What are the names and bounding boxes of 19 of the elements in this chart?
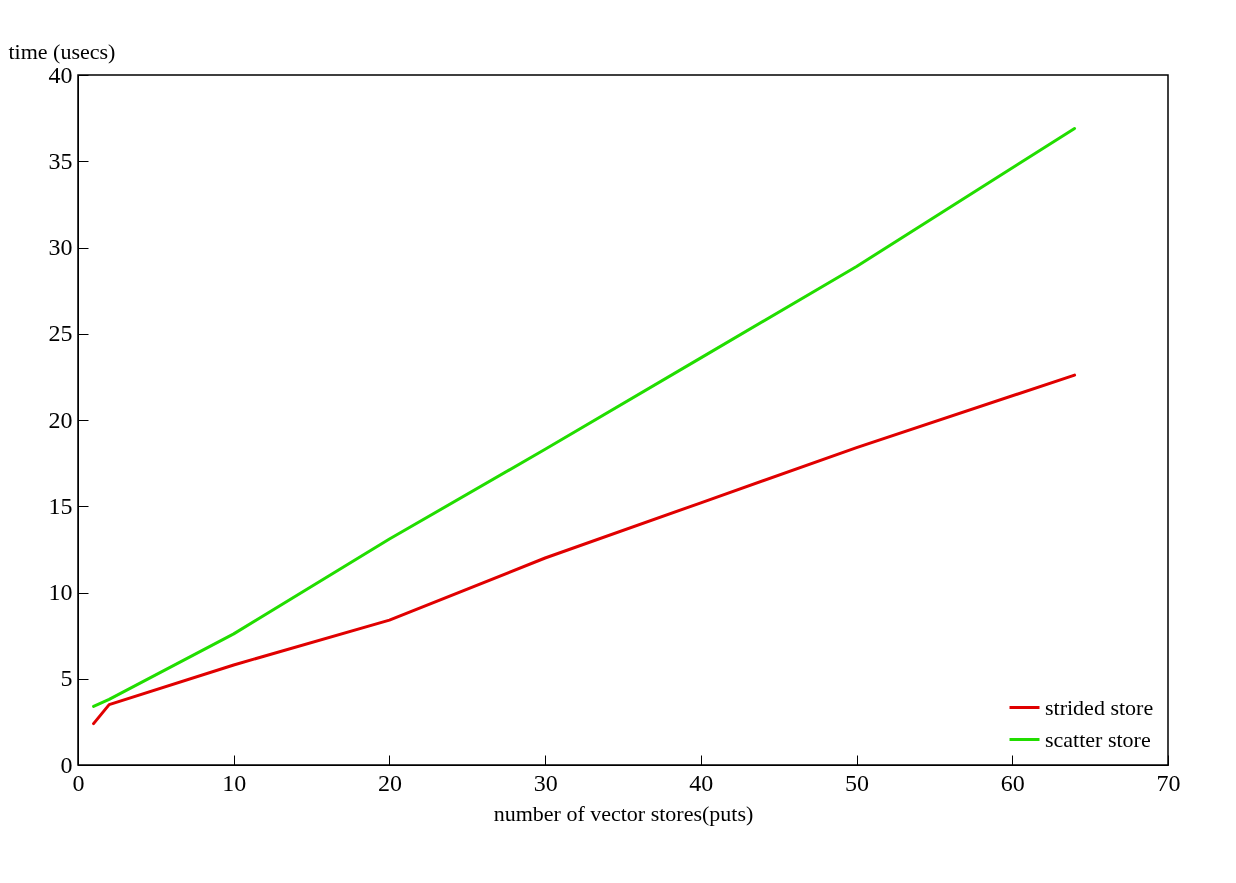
x-axis-title: number of vector stores(puts) [493,800,754,826]
y-tick-label: 30 [48,234,73,260]
x-tick-label: 50 [845,769,870,796]
x-tick-label: 70 [1156,769,1181,796]
y-tick-label: 15 [48,492,73,519]
x-tick-label: 40 [689,769,714,796]
y-tick-label: 10 [48,579,73,605]
y-tick-label: 35 [48,147,73,174]
legend-label: strided store [1045,694,1154,720]
y-tick-label: 5 [60,665,73,692]
x-tick-label: 30 [533,769,558,796]
x-tick-label: 60 [1000,769,1025,796]
y-tick-label: 20 [48,406,73,433]
x-tick-label: 10 [222,769,247,796]
x-tick-label: 20 [377,769,402,796]
y-axis-title: time (usecs) [8,38,116,64]
y-tick-label: 0 [60,751,73,778]
legend-label: scatter store [1045,726,1151,752]
y-tick-label: 25 [48,320,73,347]
